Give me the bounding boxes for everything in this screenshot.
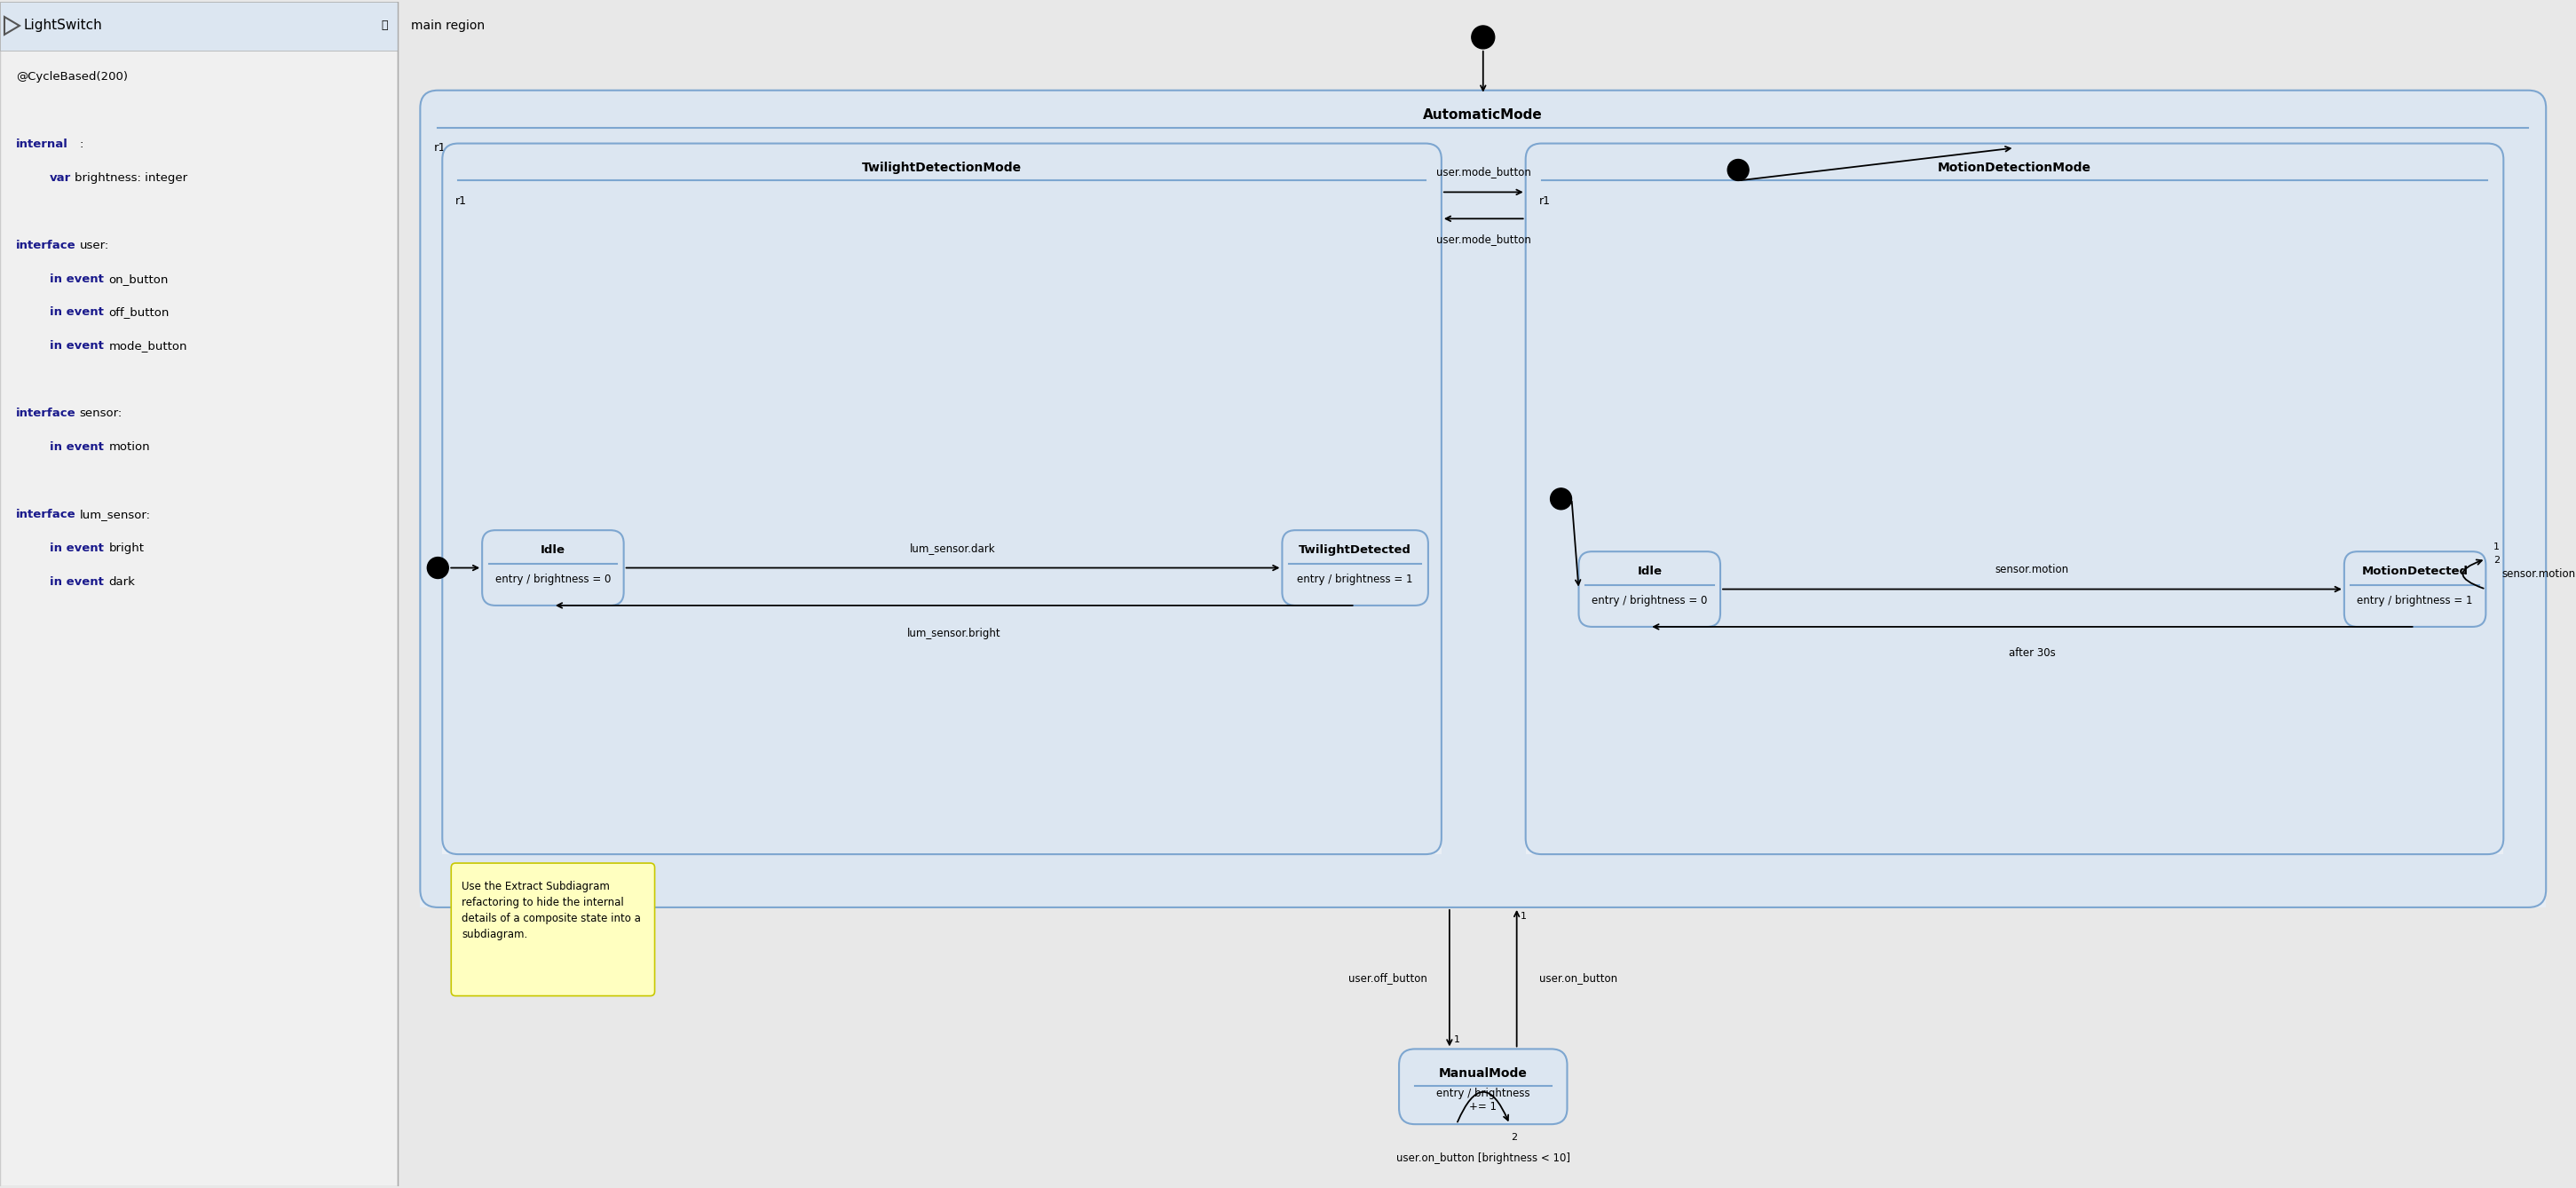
Text: lum_sensor.bright: lum_sensor.bright [907, 628, 1002, 639]
Text: r1: r1 [433, 143, 446, 153]
Text: off_button: off_button [108, 307, 170, 318]
Text: :: : [80, 139, 82, 150]
Text: 1: 1 [1453, 1036, 1461, 1044]
Text: entry / brightness = 1: entry / brightness = 1 [1298, 574, 1414, 584]
Text: @CycleBased(200): @CycleBased(200) [15, 71, 129, 83]
Text: sensor:: sensor: [80, 407, 124, 419]
Bar [0, 2, 399, 1186]
Text: LightSwitch: LightSwitch [23, 19, 103, 32]
Text: user.mode_button: user.mode_button [1435, 233, 1530, 245]
Text: user:: user: [80, 240, 108, 251]
Text: r1: r1 [456, 195, 466, 207]
Text: main region: main region [412, 19, 484, 32]
FancyBboxPatch shape [482, 530, 623, 606]
Text: mode_button: mode_button [108, 341, 188, 352]
Text: in event: in event [49, 273, 103, 285]
Text: Idle: Idle [541, 544, 564, 556]
Text: on_button: on_button [108, 273, 167, 285]
Text: Use the Extract Subdiagram
refactoring to hide the internal
details of a composi: Use the Extract Subdiagram refactoring t… [461, 880, 641, 940]
Bar [443, 181, 1443, 854]
Text: lum_sensor:: lum_sensor: [80, 508, 149, 520]
Text: in event: in event [49, 441, 103, 453]
Text: user.off_button: user.off_button [1347, 973, 1427, 984]
Text: 1: 1 [1520, 911, 1528, 921]
FancyBboxPatch shape [1525, 144, 2504, 854]
Text: bright: bright [108, 542, 144, 554]
Text: entry / brightness
+= 1: entry / brightness += 1 [1437, 1088, 1530, 1113]
Text: MotionDetectionMode: MotionDetectionMode [1937, 162, 2092, 175]
Text: lum_sensor.dark: lum_sensor.dark [909, 543, 997, 554]
Text: in event: in event [49, 542, 103, 554]
FancyBboxPatch shape [451, 864, 654, 996]
Text: TwilightDetectionMode: TwilightDetectionMode [863, 162, 1023, 175]
Text: var: var [49, 172, 72, 184]
Text: in event: in event [49, 576, 103, 587]
Bar [0, 2, 399, 51]
Text: in event: in event [49, 341, 103, 352]
Text: MotionDetected: MotionDetected [2362, 565, 2468, 577]
Bar [1525, 181, 2504, 854]
FancyBboxPatch shape [2344, 551, 2486, 627]
Circle shape [1728, 159, 1749, 181]
Text: interface: interface [15, 240, 75, 251]
Circle shape [428, 557, 448, 579]
Text: r1: r1 [1538, 195, 1551, 207]
Text: TwilightDetected: TwilightDetected [1298, 544, 1412, 556]
Text: entry / brightness = 1: entry / brightness = 1 [2357, 595, 2473, 606]
Text: user.mode_button: user.mode_button [1435, 166, 1530, 177]
Text: entry / brightness = 0: entry / brightness = 0 [1592, 595, 1708, 606]
Bar [420, 127, 2545, 908]
FancyBboxPatch shape [1399, 1049, 1566, 1124]
Text: internal: internal [15, 139, 67, 150]
FancyBboxPatch shape [443, 144, 1443, 854]
Circle shape [1471, 26, 1494, 49]
Text: 2: 2 [2494, 556, 2499, 564]
Text: 2: 2 [1512, 1133, 1517, 1142]
FancyBboxPatch shape [420, 90, 2545, 908]
Text: in event: in event [49, 307, 103, 318]
Text: 1: 1 [2494, 543, 2499, 551]
FancyBboxPatch shape [1579, 551, 1721, 627]
Text: interface: interface [15, 407, 75, 419]
Text: dark: dark [108, 576, 137, 587]
Text: sensor.motion: sensor.motion [2501, 568, 2576, 580]
FancyBboxPatch shape [1283, 530, 1427, 606]
Text: AutomaticMode: AutomaticMode [1425, 108, 1543, 122]
Circle shape [1551, 488, 1571, 510]
Text: 🔧: 🔧 [381, 20, 389, 32]
Text: user.on_button [brightness < 10]: user.on_button [brightness < 10] [1396, 1152, 1571, 1163]
Text: ManualMode: ManualMode [1440, 1068, 1528, 1080]
Text: interface: interface [15, 508, 75, 520]
Text: entry / brightness = 0: entry / brightness = 0 [495, 574, 611, 584]
Text: sensor.motion: sensor.motion [1996, 564, 2069, 575]
Text: Idle: Idle [1638, 565, 1662, 577]
Text: motion: motion [108, 441, 149, 453]
Text: user.on_button: user.on_button [1540, 973, 1618, 984]
Text: brightness: integer: brightness: integer [75, 172, 188, 184]
Text: after 30s: after 30s [2009, 647, 2056, 659]
